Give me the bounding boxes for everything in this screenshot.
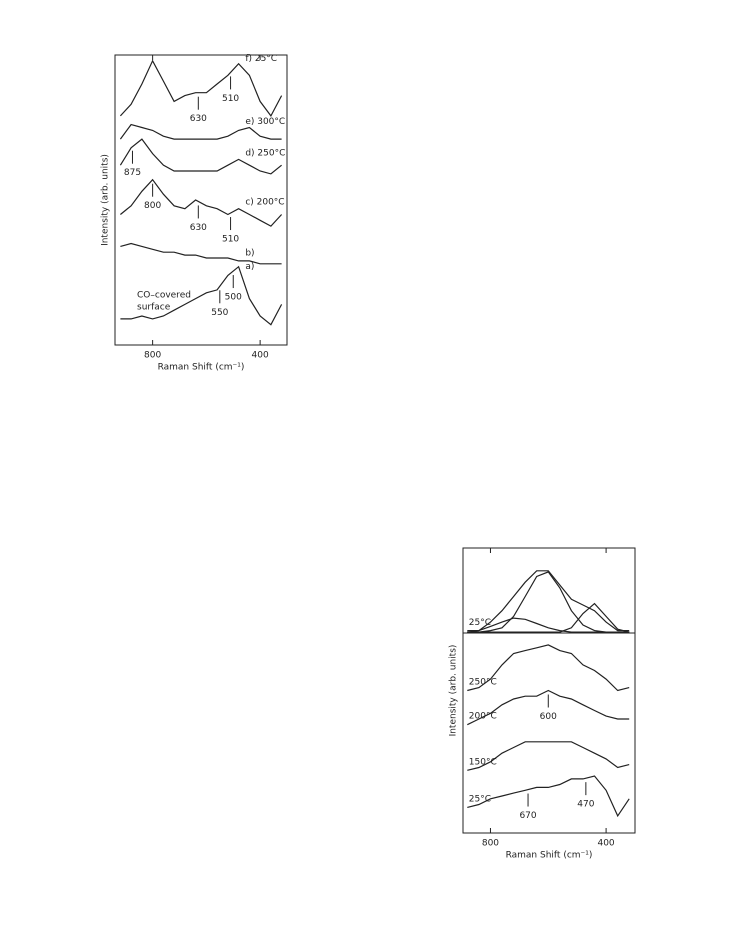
peak-label: 875 bbox=[124, 168, 141, 178]
annotation: CO–covered bbox=[137, 291, 191, 301]
series-label: a) bbox=[245, 262, 254, 272]
y-axis-title: Intensity (arb. units) bbox=[449, 645, 459, 737]
series-label: c) 200°C bbox=[245, 198, 284, 208]
x-tick-label: 400 bbox=[252, 351, 269, 361]
peak-label: 600 bbox=[540, 712, 557, 722]
peak-label: 670 bbox=[519, 811, 536, 821]
series-label: d) 250°C bbox=[245, 148, 285, 158]
peak-label: 510 bbox=[222, 235, 239, 245]
spectrum-line bbox=[120, 265, 283, 326]
spectrum-line bbox=[467, 741, 630, 771]
peak-label: 510 bbox=[222, 94, 239, 104]
x-tick-label: 800 bbox=[144, 351, 161, 361]
plot-frame bbox=[114, 54, 288, 346]
x-axis-title: Raman Shift (cm⁻¹) bbox=[158, 363, 245, 373]
x-tick-label: 800 bbox=[482, 839, 499, 849]
spectrum-line bbox=[119, 59, 283, 118]
spectrum-line bbox=[467, 644, 630, 692]
plot-frame bbox=[462, 547, 636, 834]
spectrum-line bbox=[119, 138, 282, 175]
annotation: surface bbox=[137, 303, 171, 313]
spectrum-line bbox=[467, 571, 630, 633]
series-label: f) 25°C bbox=[245, 54, 277, 64]
series-label: 25°C bbox=[469, 618, 491, 628]
peak-label: 630 bbox=[190, 223, 207, 233]
spectrum-line bbox=[467, 570, 630, 632]
spectrum-line bbox=[120, 178, 283, 227]
x-tick-label: 400 bbox=[597, 839, 614, 849]
peak-label: 630 bbox=[190, 114, 207, 124]
spectrum-line bbox=[467, 602, 630, 633]
series-label: b) bbox=[245, 248, 254, 258]
peak-label: 550 bbox=[211, 308, 228, 318]
spectrum-line bbox=[467, 775, 630, 818]
spectrum-line bbox=[119, 123, 282, 140]
series-label: e) 300°C bbox=[245, 117, 285, 127]
peak-label: 470 bbox=[577, 800, 594, 810]
spectrum-line bbox=[467, 617, 630, 633]
x-axis-title: Raman Shift (cm⁻¹) bbox=[506, 851, 593, 861]
y-axis-title: Intensity (arb. units) bbox=[101, 154, 111, 246]
peak-label: 800 bbox=[144, 201, 161, 211]
spectrum-line bbox=[120, 242, 282, 265]
spectrum-line bbox=[467, 689, 630, 726]
peak-label: 500 bbox=[225, 293, 242, 303]
series-label: 200°C bbox=[469, 711, 497, 721]
series-label: 250°C bbox=[469, 678, 497, 688]
series-label: 25°C bbox=[469, 794, 491, 804]
series-label: 150°C bbox=[469, 757, 497, 767]
